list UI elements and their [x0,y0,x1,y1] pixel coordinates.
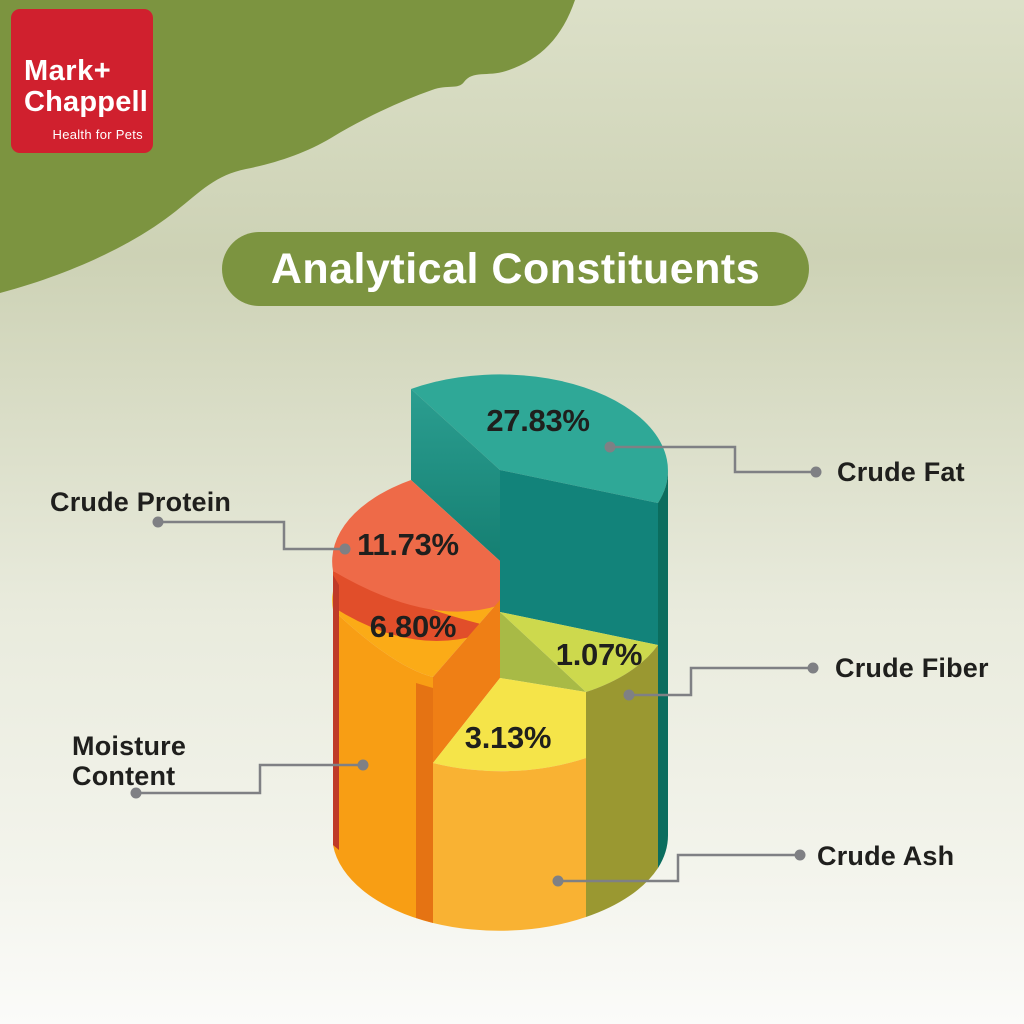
brand-name-line1: Mark+ [24,55,112,87]
dot-moisture-pie [357,759,369,771]
dot-fat-label [810,466,822,478]
value-label-crude-fiber: 1.07% [555,637,643,672]
slice-ash-front [433,758,586,931]
leader-dots [130,441,822,887]
dot-fiber-label [807,662,819,674]
callout-crude-ash: Crude Ash [817,841,955,871]
leader-moisture [136,763,363,795]
callout-crude-fat: Crude Fat [837,457,965,487]
dot-moisture-label [130,787,142,799]
slice-moisture-front [333,610,433,923]
slice-crude-fat-front [500,470,658,645]
slice-protein-top [332,480,500,612]
slice-fiber-side [586,645,658,917]
dot-protein-pie [339,543,351,555]
leader-crude-fat [610,445,816,474]
leader-lines [136,445,816,883]
brand-tagline: Health for Pets [52,127,143,142]
slice-moisture-cut [433,600,500,763]
value-label-moisture: 6.80% [369,609,457,644]
leader-crude-protein [158,520,345,551]
value-label-crude-protein: 11.73% [357,527,459,562]
dot-fiber-pie [623,689,635,701]
value-label-crude-ash: 3.13% [464,720,552,755]
slice-protein-rim [333,575,339,850]
page-title: Analytical Constituents [270,244,761,293]
callout-crude-fiber: Crude Fiber [835,653,989,683]
callout-crude-protein: Crude Protein [50,487,232,517]
dot-ash-label [794,849,806,861]
slice-crude-fat-top [411,374,668,503]
page-title-pill: Analytical Constituents [222,232,809,306]
value-label-crude-fat: 27.83% [486,403,590,438]
brand-name-line2: Chappell [24,86,149,118]
slice-moisture-rim [416,683,433,923]
leader-crude-ash [558,853,800,883]
dot-ash-pie [552,875,564,887]
brand-logo: Mark+ Chappell Health for Pets [11,9,153,153]
callout-moisture-content: Moisture Content [72,731,187,791]
slice-crude-fat-rim [658,470,669,868]
leader-crude-fiber [629,666,813,697]
dot-protein-label [152,516,164,528]
slice-crude-fat-cut-left [411,389,500,561]
slice-ash-top [433,678,586,772]
dot-fat-pie [604,441,616,453]
slice-fiber-top [500,612,658,692]
